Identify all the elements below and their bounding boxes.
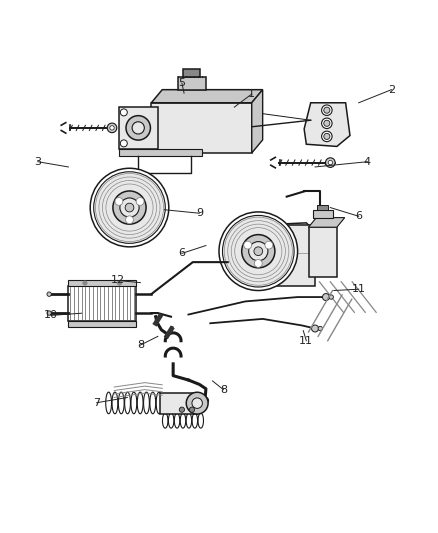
Circle shape: [90, 168, 169, 247]
Circle shape: [329, 295, 333, 299]
Polygon shape: [119, 149, 201, 157]
Circle shape: [132, 122, 145, 134]
Text: 12: 12: [111, 276, 125, 286]
Circle shape: [325, 158, 335, 167]
Text: 9: 9: [196, 208, 203, 218]
Circle shape: [265, 241, 273, 249]
Polygon shape: [151, 90, 263, 103]
Circle shape: [113, 191, 146, 224]
Bar: [313, 210, 332, 217]
Circle shape: [249, 241, 268, 261]
Bar: [308, 227, 337, 277]
Text: 4: 4: [364, 157, 371, 167]
Text: 10: 10: [44, 310, 58, 320]
Circle shape: [254, 260, 262, 268]
Text: 1: 1: [248, 89, 255, 99]
Circle shape: [110, 126, 114, 130]
Circle shape: [324, 107, 330, 113]
Circle shape: [83, 281, 87, 285]
Text: 2: 2: [388, 85, 395, 95]
Circle shape: [115, 198, 123, 205]
Circle shape: [126, 216, 134, 224]
Circle shape: [318, 326, 322, 330]
Bar: [160, 393, 197, 414]
Circle shape: [244, 241, 252, 249]
Circle shape: [324, 120, 330, 126]
Circle shape: [321, 131, 332, 142]
Circle shape: [321, 118, 332, 128]
Circle shape: [136, 198, 144, 205]
Text: 6: 6: [355, 211, 362, 221]
Circle shape: [328, 160, 332, 165]
Circle shape: [125, 203, 134, 212]
Circle shape: [179, 407, 184, 413]
Circle shape: [254, 247, 263, 256]
Bar: [317, 205, 328, 210]
Circle shape: [321, 105, 332, 116]
Circle shape: [107, 123, 117, 133]
Polygon shape: [308, 217, 345, 227]
Bar: [151, 103, 252, 153]
Circle shape: [47, 311, 51, 315]
Circle shape: [322, 294, 329, 301]
Bar: [68, 321, 136, 327]
Circle shape: [189, 407, 194, 413]
Circle shape: [120, 109, 127, 116]
Text: 11: 11: [299, 336, 313, 346]
Circle shape: [120, 198, 139, 217]
Text: 6: 6: [178, 248, 185, 259]
Circle shape: [201, 397, 208, 404]
Bar: [68, 286, 136, 321]
Circle shape: [47, 292, 51, 296]
Text: 7: 7: [93, 398, 100, 408]
Circle shape: [94, 172, 165, 244]
Text: 8: 8: [137, 340, 144, 350]
Bar: [68, 280, 136, 286]
Circle shape: [223, 215, 294, 287]
Polygon shape: [304, 103, 350, 147]
Polygon shape: [239, 223, 315, 286]
Circle shape: [192, 398, 202, 408]
Circle shape: [117, 281, 122, 285]
Text: 3: 3: [34, 157, 41, 167]
Circle shape: [242, 235, 275, 268]
Text: 8: 8: [220, 385, 227, 394]
Bar: [243, 225, 315, 286]
Circle shape: [126, 116, 150, 140]
Circle shape: [186, 392, 208, 414]
Text: 5: 5: [178, 78, 185, 88]
Bar: [119, 107, 158, 149]
Text: 11: 11: [352, 284, 366, 294]
Bar: [177, 77, 206, 90]
Bar: [183, 69, 200, 77]
Circle shape: [311, 325, 318, 332]
Polygon shape: [252, 90, 263, 153]
Circle shape: [120, 140, 127, 147]
Circle shape: [324, 133, 330, 140]
Circle shape: [219, 212, 297, 290]
